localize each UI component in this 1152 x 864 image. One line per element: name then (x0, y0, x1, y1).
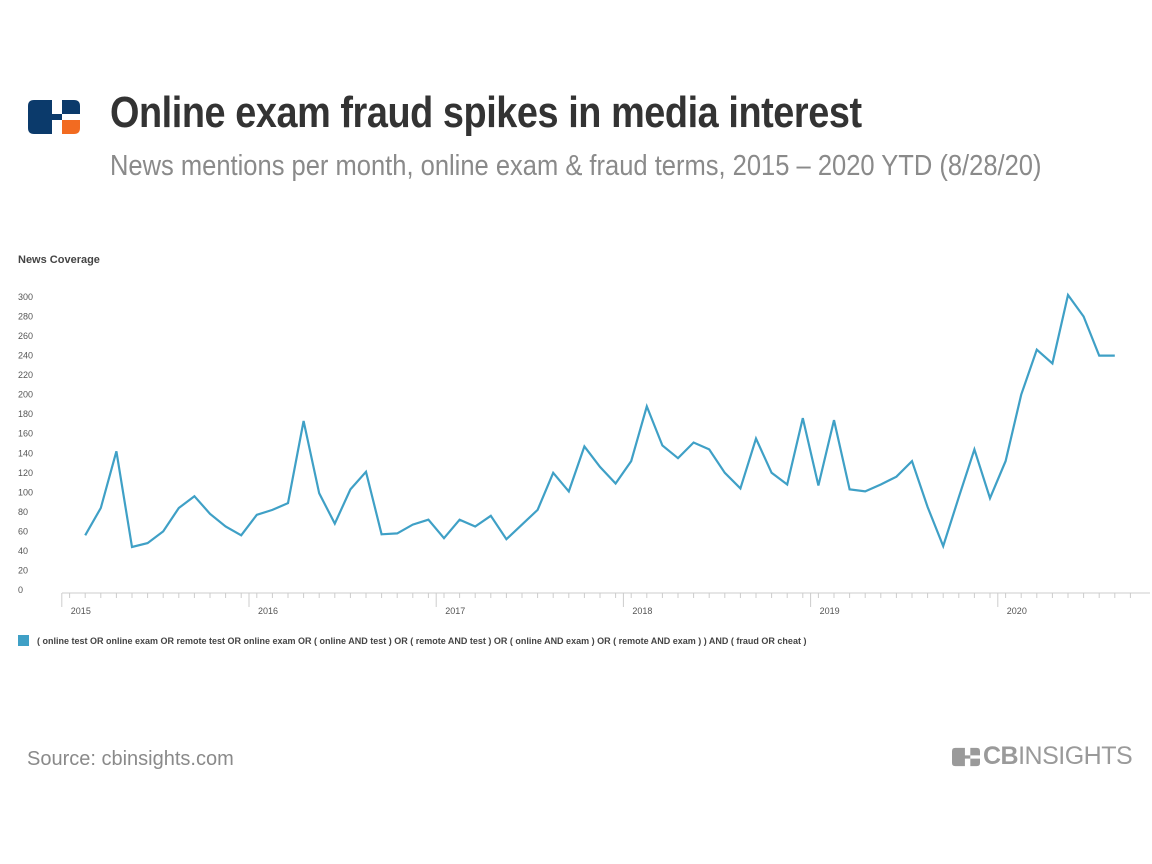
x-tick-label: 2018 (632, 606, 652, 616)
y-axis-title: News Coverage (18, 254, 100, 266)
y-tick-label: 140 (18, 448, 33, 458)
logo-orange-shape (62, 120, 80, 134)
cb-logo (28, 100, 80, 134)
page-title: Online exam fraud spikes in media intere… (110, 88, 862, 137)
x-tick-label: 2016 (258, 606, 278, 616)
wordmark-bold: CB (983, 742, 1019, 770)
line-chart: 0 20 40 60 80 100 120 140 160 180 200 220 240 260 280 3… (18, 292, 1150, 616)
y-tick-label: 100 (18, 487, 33, 497)
y-tick-label: 120 (18, 468, 33, 478)
y-tick-label: 260 (18, 331, 33, 341)
chart-legend: ( online test OR online exam OR remote t… (18, 635, 806, 646)
cb-logo-gray-icon (952, 747, 980, 766)
x-tick-label: 2020 (1007, 606, 1027, 616)
legend-label: ( online test OR online exam OR remote t… (37, 635, 807, 646)
y-tick-label: 200 (18, 390, 33, 400)
y-tick-label: 240 (18, 351, 33, 361)
y-tick-label: 180 (18, 409, 33, 419)
wordmark-light: INSIGHTS (1018, 742, 1133, 770)
page-subtitle: News mentions per month, online exam & f… (110, 150, 1042, 182)
y-tick-label: 300 (18, 292, 33, 302)
y-tick-label: 60 (18, 526, 28, 536)
logo-blue-shape (28, 100, 80, 134)
y-tick-label: 0 (18, 585, 23, 595)
y-tick-label: 220 (18, 370, 33, 380)
y-tick-label: 80 (18, 507, 28, 517)
legend-swatch (18, 635, 29, 646)
source-note: Source: cbinsights.com (27, 748, 234, 770)
x-tick-label: 2017 (445, 606, 465, 616)
y-tick-label: 20 (18, 565, 28, 575)
x-tick-label: 2019 (820, 606, 840, 616)
cb-insights-wordmark: CBINSIGHTS (952, 742, 1133, 771)
x-tick-label: 2015 (71, 606, 91, 616)
y-tick-label: 160 (18, 429, 33, 439)
y-tick-label: 40 (18, 546, 28, 556)
y-tick-label: 280 (18, 312, 33, 322)
series-line (84, 292, 1115, 550)
